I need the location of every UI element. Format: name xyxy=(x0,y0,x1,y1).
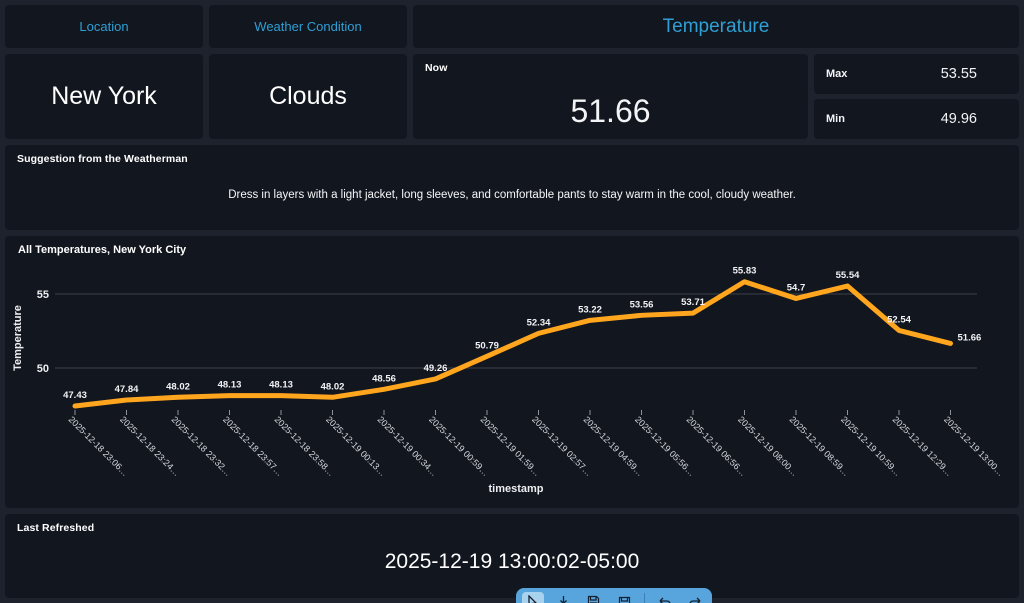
download-button[interactable] xyxy=(553,592,575,603)
svg-text:55.83: 55.83 xyxy=(733,266,757,277)
svg-text:Temperature: Temperature xyxy=(12,305,24,371)
now-temperature-card[interactable]: Now 51.66 xyxy=(413,54,808,139)
suggestion-title: Suggestion from the Weatherman xyxy=(17,153,188,165)
weather-condition-header-label: Weather Condition xyxy=(254,19,362,34)
max-value: 53.55 xyxy=(940,66,977,82)
condition-value: Clouds xyxy=(269,82,347,110)
location-header-card[interactable]: Location xyxy=(5,5,203,48)
location-value-card[interactable]: New York xyxy=(5,54,203,139)
location-header-label: Location xyxy=(79,19,129,34)
location-value: New York xyxy=(51,82,157,110)
svg-text:50.79: 50.79 xyxy=(475,340,499,351)
now-value: 51.66 xyxy=(570,93,651,129)
svg-text:52.54: 52.54 xyxy=(887,314,911,325)
redo-icon xyxy=(689,597,701,603)
undo-button[interactable] xyxy=(654,592,676,603)
suggestion-card[interactable]: Suggestion from the Weatherman Dress in … xyxy=(5,145,1019,230)
svg-text:53.22: 53.22 xyxy=(578,304,602,315)
svg-text:53.71: 53.71 xyxy=(681,297,705,308)
svg-text:52.34: 52.34 xyxy=(527,317,551,328)
min-label: Min xyxy=(826,113,845,125)
svg-text:50: 50 xyxy=(37,363,49,375)
svg-text:47.84: 47.84 xyxy=(115,384,139,395)
svg-text:55: 55 xyxy=(37,289,49,301)
condition-value-card[interactable]: Clouds xyxy=(209,54,407,139)
pointer-button[interactable] xyxy=(522,592,544,603)
temperature-header-label: Temperature xyxy=(662,15,770,37)
svg-text:53.56: 53.56 xyxy=(630,299,654,310)
bottom-toolbar[interactable] xyxy=(516,588,712,603)
now-label: Now xyxy=(425,62,448,74)
max-temperature-card[interactable]: Max 53.55 xyxy=(814,54,1019,94)
save-as-icon xyxy=(618,596,630,603)
svg-text:54.7: 54.7 xyxy=(787,282,806,293)
svg-text:timestamp: timestamp xyxy=(488,483,543,495)
svg-text:48.02: 48.02 xyxy=(166,381,190,392)
temperature-header-card[interactable]: Temperature xyxy=(413,5,1019,48)
save-icon xyxy=(588,595,600,603)
svg-text:48.13: 48.13 xyxy=(218,380,242,391)
svg-text:55.54: 55.54 xyxy=(836,270,860,281)
pointer-icon xyxy=(528,595,538,603)
svg-text:51.66: 51.66 xyxy=(958,332,982,343)
min-value: 49.96 xyxy=(940,111,977,127)
weather-condition-header-card[interactable]: Weather Condition xyxy=(209,5,407,48)
last-refreshed-value: 2025-12-19 13:00:02-05:00 xyxy=(384,550,640,573)
last-refreshed-title: Last Refreshed xyxy=(17,522,95,534)
min-temperature-card[interactable]: Min 49.96 xyxy=(814,99,1019,139)
svg-text:48.13: 48.13 xyxy=(269,380,293,391)
redo-button[interactable] xyxy=(684,592,706,603)
save-button[interactable] xyxy=(583,592,605,603)
suggestion-text: Dress in layers with a light jacket, lon… xyxy=(228,189,796,201)
download-icon xyxy=(559,596,567,603)
svg-text:47.43: 47.43 xyxy=(63,390,87,401)
svg-text:All Temperatures, New York Cit: All Temperatures, New York City xyxy=(18,244,187,256)
save-as-button[interactable] xyxy=(614,592,636,603)
svg-text:49.26: 49.26 xyxy=(424,363,448,374)
undo-icon xyxy=(659,597,671,603)
svg-text:48.56: 48.56 xyxy=(372,373,396,384)
max-label: Max xyxy=(826,68,848,80)
svg-text:48.02: 48.02 xyxy=(321,381,345,392)
last-refreshed-card[interactable]: Last Refreshed 2025-12-19 13:00:02-05:00 xyxy=(5,514,1019,598)
temperature-line-chart-card[interactable]: 50 55 2025-12-18 23:06… 2025-12-18 23:24… 20… xyxy=(5,236,1019,508)
toolbar-separator xyxy=(644,593,645,603)
